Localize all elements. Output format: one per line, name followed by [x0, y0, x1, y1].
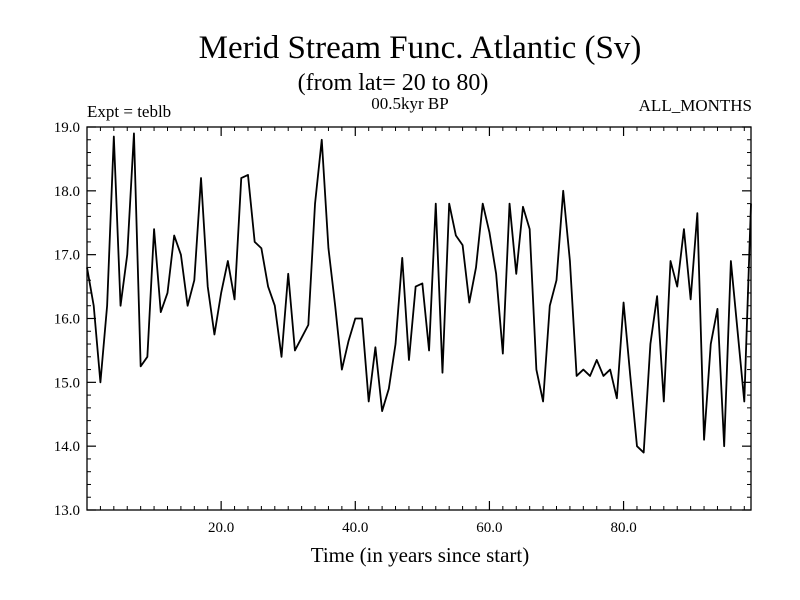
y-tick-label: 15.0 — [54, 375, 80, 391]
experiment-label: Expt = teblb — [87, 102, 171, 121]
x-tick-label: 20.0 — [208, 520, 234, 536]
y-tick-label: 13.0 — [54, 503, 80, 519]
y-tick-label: 18.0 — [54, 184, 80, 200]
series-line — [86, 132, 752, 454]
x-axis: 20.0 40.0 60.0 80.0 — [99, 127, 745, 536]
months-label: ALL_MONTHS — [639, 96, 752, 115]
chart-subtitle: (from lat= 20 to 80) — [298, 70, 489, 96]
y-tick-label: 17.0 — [54, 248, 80, 264]
y-tick-label: 14.0 — [54, 439, 80, 455]
x-tick-label: 80.0 — [610, 520, 636, 536]
period-label: 00.5kyr BP — [371, 94, 448, 113]
y-axis: 13.0 14.0 15.0 16.0 17.0 18.0 19.0 — [54, 120, 751, 519]
x-axis-label: Time (in years since start) — [311, 543, 530, 567]
chart-title: Merid Stream Func. Atlantic (Sv) — [199, 30, 642, 66]
plot-frame — [86, 126, 752, 511]
x-tick-label: 40.0 — [342, 520, 368, 536]
x-tick-label: 60.0 — [476, 520, 502, 536]
y-tick-label: 19.0 — [54, 120, 80, 136]
y-tick-label: 16.0 — [54, 312, 80, 328]
